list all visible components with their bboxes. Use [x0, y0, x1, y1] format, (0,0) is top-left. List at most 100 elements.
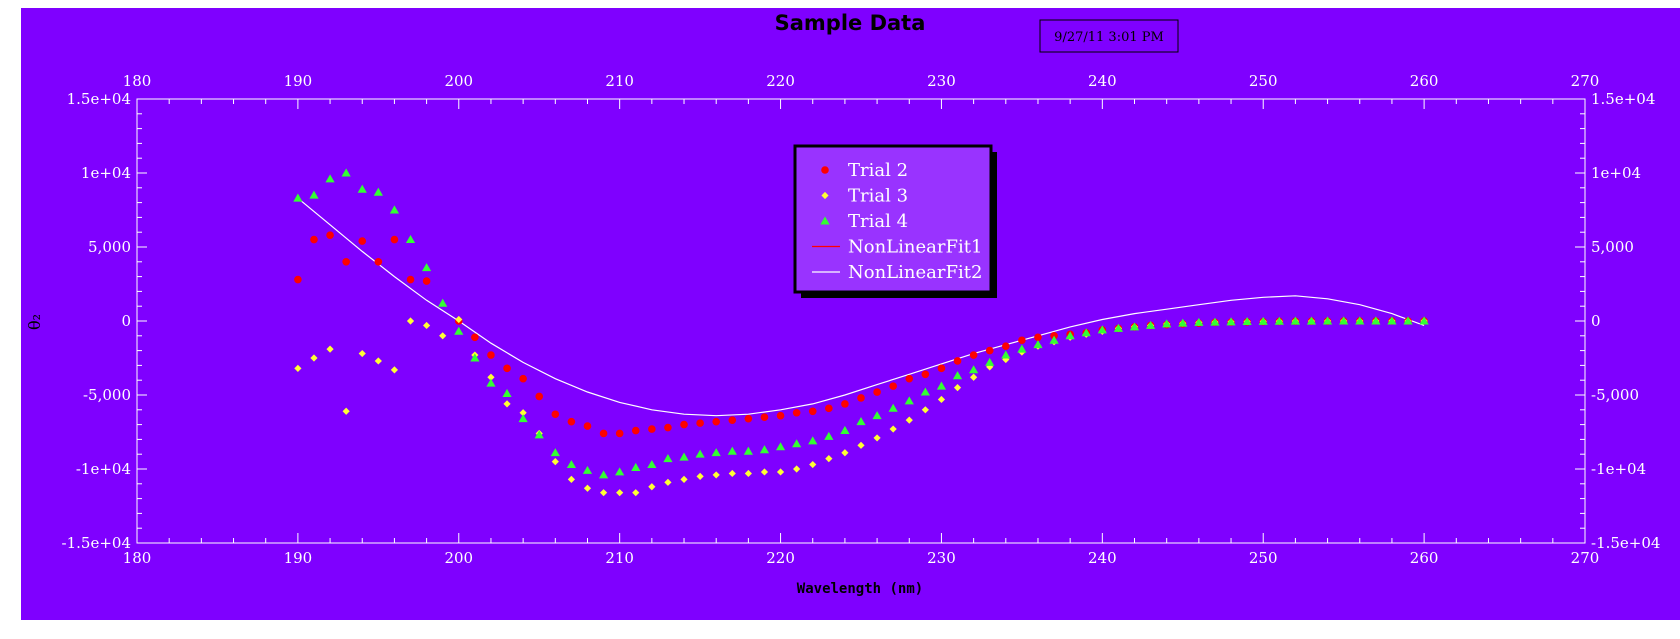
trial-4-point [1113, 323, 1124, 332]
trial-3-point [970, 373, 978, 381]
trial-4-point [1403, 316, 1413, 325]
trial-3-point [551, 458, 559, 466]
trial-4-point [1210, 317, 1220, 326]
x-tick-label-bottom: 210 [605, 549, 634, 567]
legend-label: Trial 3 [848, 186, 908, 207]
trial-3-point [744, 469, 752, 478]
trial-3-point [841, 449, 849, 457]
y-tick-label-left: -1e+04 [76, 460, 131, 478]
trial-2-point [696, 419, 704, 427]
trial-3-point [616, 489, 624, 497]
trial-2-point [358, 237, 367, 245]
legend-box [793, 144, 993, 294]
trial-4-point [1178, 318, 1188, 327]
x-tick-label-bottom: 270 [1571, 549, 1600, 567]
trial-4-point [550, 448, 560, 457]
y-tick-label-right: -1e+04 [1591, 460, 1646, 478]
trial-3-point [937, 395, 946, 404]
trial-3-point [439, 332, 447, 340]
trial-4-point [582, 465, 593, 474]
chart-background [21, 8, 1680, 620]
x-tick-label-top: 260 [1410, 72, 1439, 90]
trial-2-point [760, 413, 769, 422]
x-tick-label-bottom: 190 [284, 549, 313, 567]
trial-4-point [792, 439, 802, 448]
trial-2-point [294, 275, 302, 284]
y-tick-label-right: -1.5e+04 [1591, 534, 1660, 552]
trial-2-point [792, 408, 801, 417]
trial-4-point [357, 184, 367, 193]
trial-2-point [841, 400, 849, 408]
trial-4-point [663, 454, 673, 463]
trial-2-point [374, 258, 383, 266]
trial-4-point [598, 470, 609, 479]
legend-label: NonLinearFit1 [848, 237, 982, 258]
y-tick-label-left: 1.5e+04 [67, 90, 131, 108]
trial-4-point [1226, 317, 1236, 326]
trial-2-point [406, 275, 415, 284]
legend-label: Trial 4 [848, 211, 908, 232]
trial-4-point [1065, 331, 1075, 340]
trial-3-point [583, 484, 592, 492]
trial-2-point [905, 374, 914, 383]
legend-item-trial-2: Trial 2 [821, 160, 908, 181]
trial-3-point [776, 468, 785, 476]
trial-4-point [1419, 316, 1429, 325]
trial-4-point [695, 449, 705, 458]
trial-3-point [503, 400, 511, 408]
trial-4-point [1355, 316, 1365, 325]
trial-3-point [712, 471, 720, 479]
trial-3-point [455, 315, 463, 324]
trial-4-point [341, 168, 351, 177]
trial-4-point [1258, 316, 1268, 325]
trial-3-point [342, 407, 350, 415]
trial-4-point [373, 187, 383, 196]
trial-3-point [760, 468, 769, 476]
trial-2-point [873, 388, 881, 396]
trial-2-point [631, 426, 640, 435]
trial-2-point [342, 258, 350, 266]
trial-4-point [936, 381, 947, 390]
trial-3-point [599, 489, 608, 497]
trial-2-point [857, 394, 865, 402]
trial-3-point [825, 455, 833, 463]
x-tick-label-top: 200 [444, 72, 473, 90]
trial-4-point [454, 326, 464, 335]
trial-3-point [793, 465, 801, 473]
trial-4-point [534, 430, 544, 439]
trial-4-point [969, 365, 979, 374]
legend: Trial 2 Trial 3 Trial 4 NonLinearFit1 NonLin… [793, 144, 997, 298]
legend-swatch-marker [821, 191, 829, 200]
legend-item-trial-4: Trial 4 [820, 211, 908, 232]
x-tick-label-top: 270 [1571, 72, 1600, 90]
x-tick-label-top: 230 [927, 72, 956, 90]
trial-2-point [648, 425, 656, 433]
trial-2-point [937, 364, 946, 373]
y-tick-label-left: -1.5e+04 [62, 534, 131, 552]
trial-4-point [389, 205, 400, 214]
trial-4-point [743, 446, 753, 455]
trial-4-point [1387, 316, 1397, 325]
trial-4-point [1033, 340, 1043, 349]
trial-4-point [325, 174, 335, 183]
trial-2-point [808, 407, 817, 416]
trial-2-point [551, 410, 560, 419]
chart-title: Sample Data [775, 11, 926, 35]
trial-2-point [535, 392, 544, 401]
trial-2-point [1002, 342, 1010, 350]
x-tick-label-top: 240 [1088, 72, 1117, 90]
legend-label: NonLinearFit2 [848, 262, 982, 283]
trial-2-point [985, 346, 994, 355]
trial-3-point [326, 345, 334, 353]
trial-2-point [776, 411, 785, 420]
trial-4-point [422, 263, 432, 272]
x-tick-label-bottom: 180 [123, 549, 152, 567]
trial-4-point [470, 353, 480, 362]
x-tick-label-top: 250 [1249, 72, 1278, 90]
trial-3-point [390, 366, 399, 374]
trial-4-point [486, 378, 496, 387]
legend-swatch-marker [821, 166, 829, 174]
trial-4-point [1162, 319, 1172, 328]
x-tick-label-top: 180 [123, 72, 152, 90]
